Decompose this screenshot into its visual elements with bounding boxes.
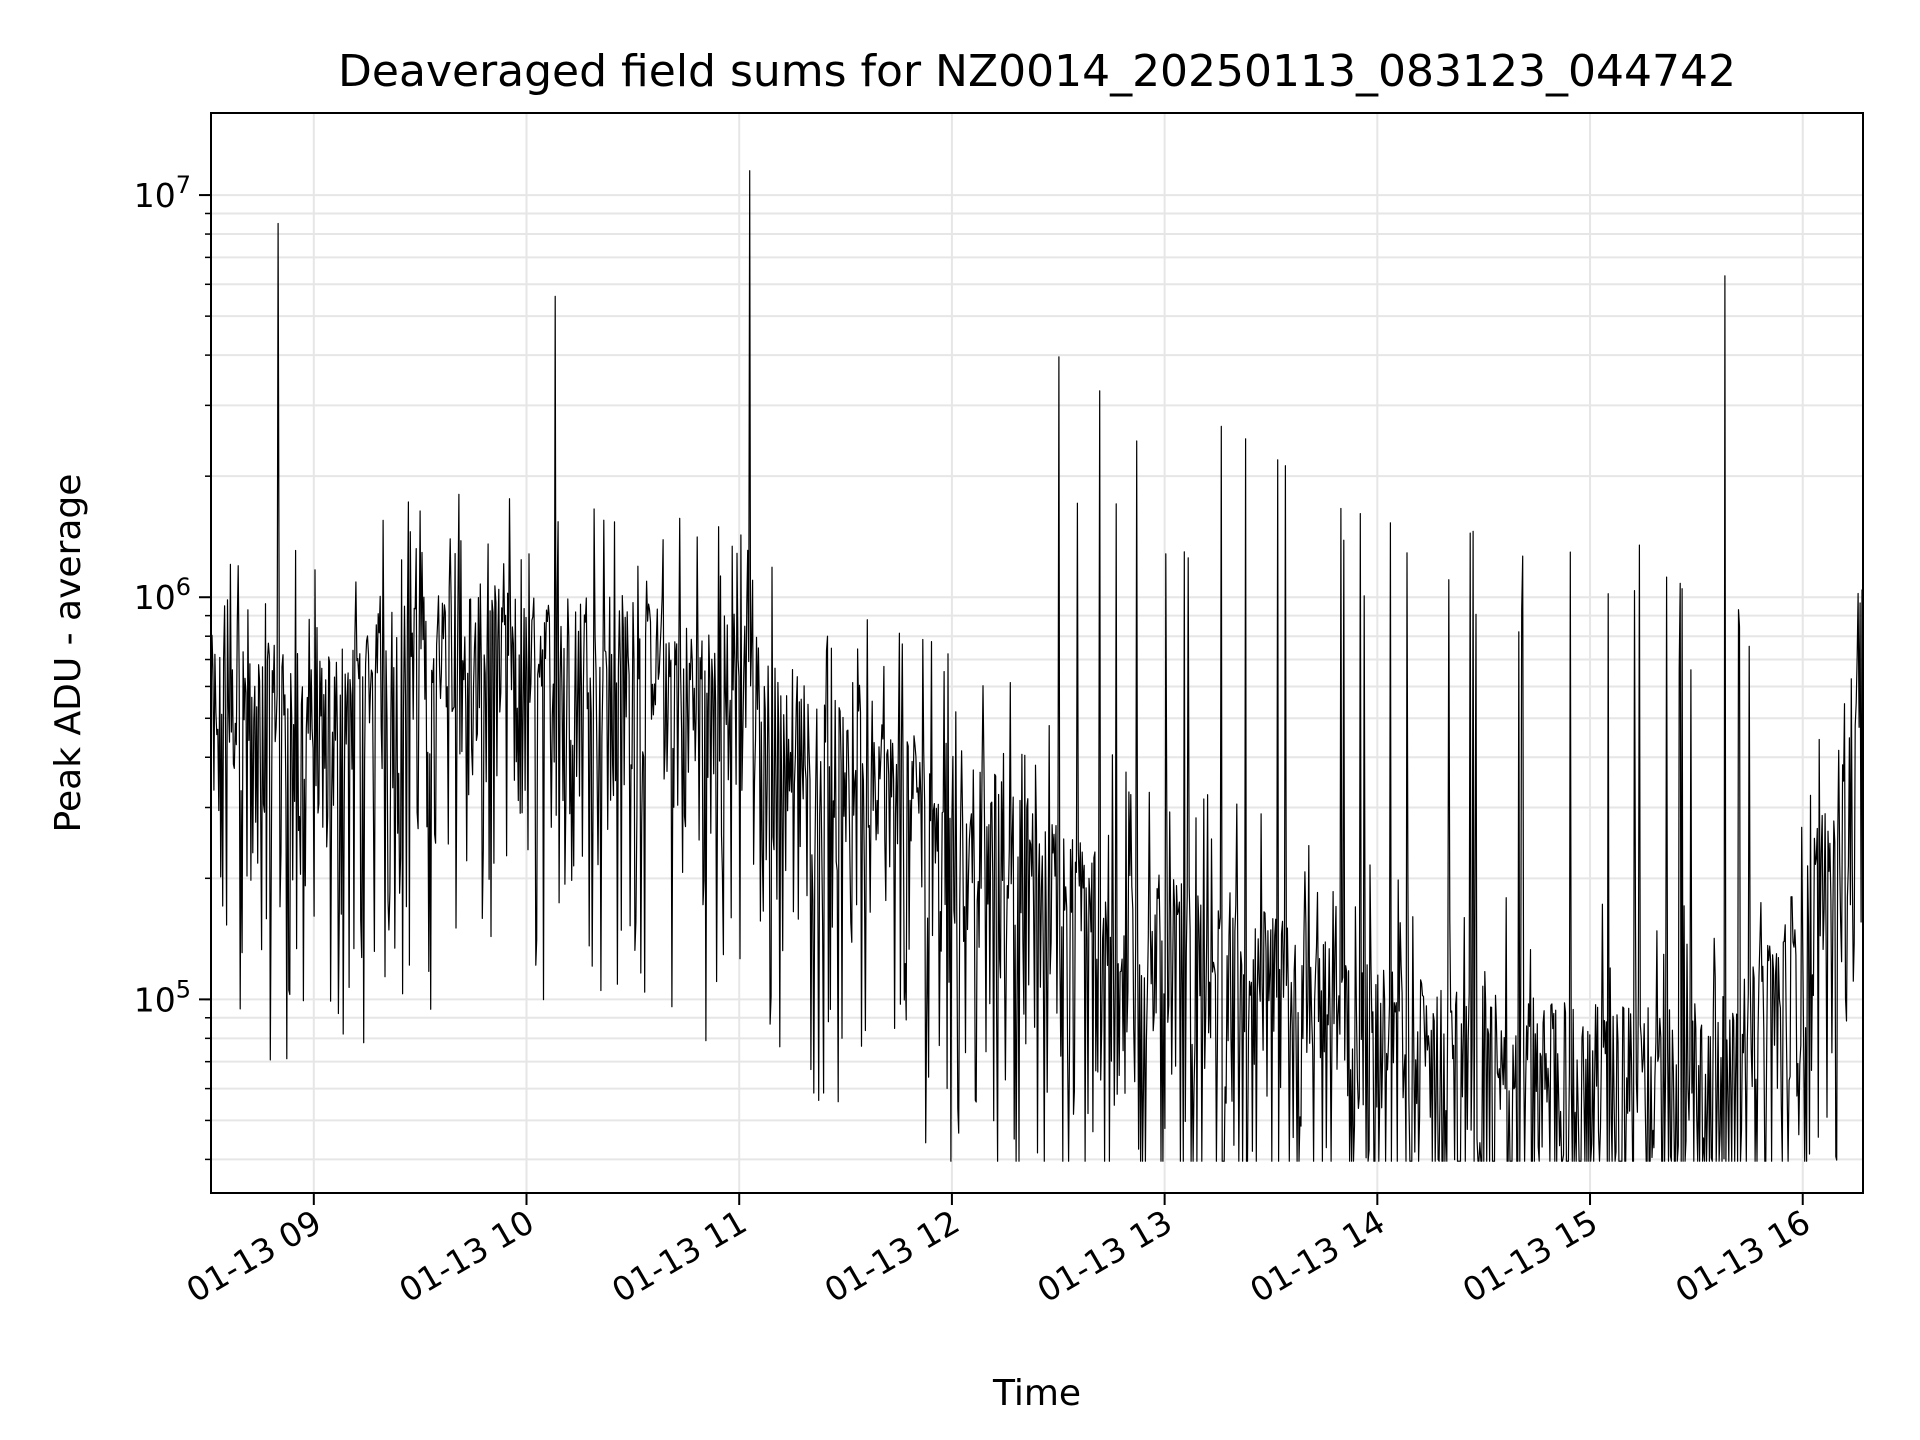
y-tick-label: 105	[134, 975, 191, 1019]
y-tick-label: 107	[134, 171, 191, 215]
data-layer	[210, 170, 1864, 1162]
x-axis-title: Time	[992, 1373, 1081, 1414]
y-tick-label: 106	[134, 573, 191, 617]
chart-title: Deaveraged field sums for NZ0014_2025011…	[338, 46, 1736, 97]
y-axis-title: Peak ADU - average	[48, 474, 89, 833]
series-line	[210, 170, 1864, 1162]
y-axis: 105 106 107	[134, 171, 211, 1161]
grid	[211, 113, 1863, 1193]
plot-frame	[210, 112, 1864, 1194]
